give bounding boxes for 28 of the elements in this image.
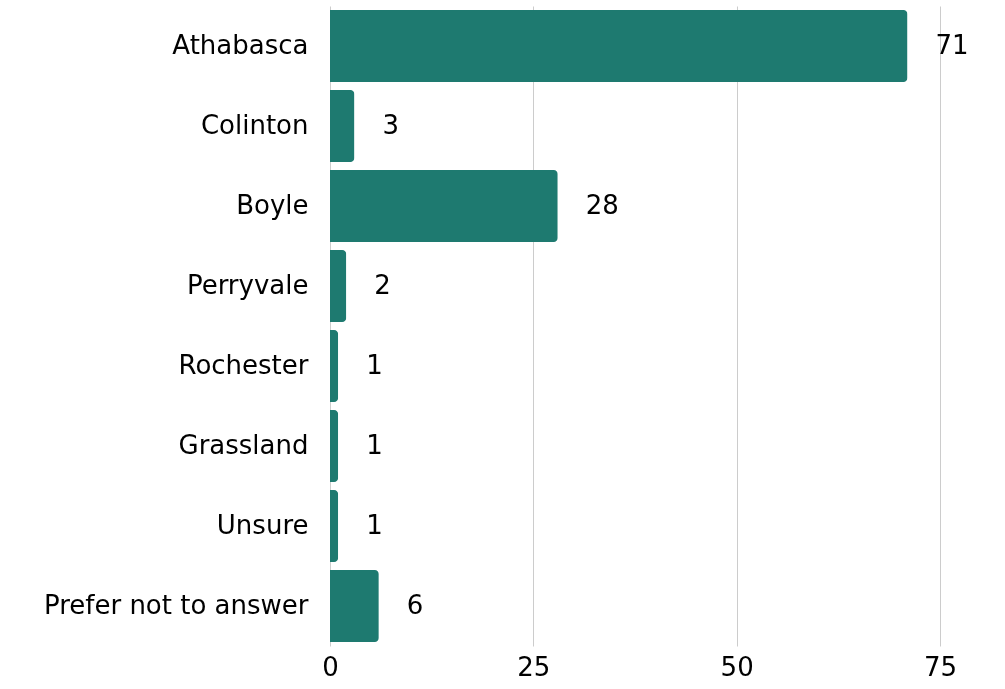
x-tick-label: 0	[322, 651, 339, 682]
data-label: 3	[382, 110, 399, 140]
bar	[330, 170, 558, 242]
data-label: 28	[585, 190, 619, 220]
data-label: 1	[366, 430, 383, 460]
y-tick-label: Prefer not to answer	[43, 590, 309, 620]
bar	[330, 570, 379, 642]
data-label: 1	[366, 510, 383, 540]
bar	[330, 10, 908, 82]
y-tick-label: Athabasca	[172, 30, 309, 60]
y-tick-label: Rochester	[178, 350, 309, 380]
y-tick-label: Unsure	[216, 510, 309, 540]
data-label: 6	[406, 590, 424, 620]
bar	[330, 410, 339, 482]
data-label: 71	[935, 30, 969, 60]
data-label: 2	[374, 270, 391, 300]
y-tick-label: Perryvale	[186, 270, 309, 300]
x-tick-label: 50	[720, 651, 754, 682]
bar	[330, 490, 339, 562]
bar	[330, 330, 339, 402]
bar	[330, 90, 355, 162]
data-label: 1	[366, 350, 383, 380]
y-tick-label: Boyle	[236, 190, 309, 220]
x-tick-label: 25	[517, 651, 551, 682]
x-tick-label: 75	[923, 651, 958, 682]
y-tick-label: Grassland	[178, 430, 309, 460]
bar	[330, 250, 347, 322]
y-tick-label: Colinton	[200, 110, 309, 140]
